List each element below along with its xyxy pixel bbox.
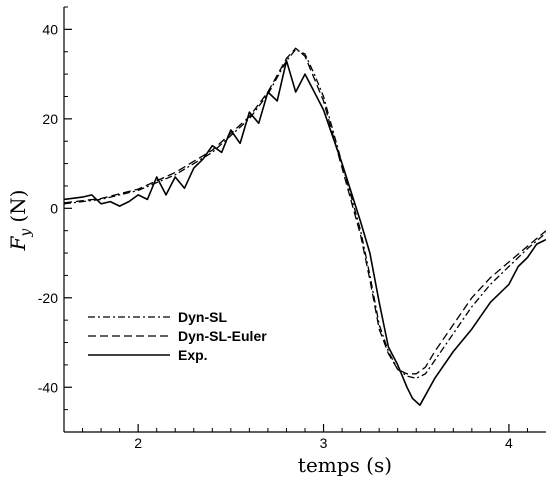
x-tick-label: 4 [505, 435, 513, 451]
series-line-dyn-sl-euler [63, 47, 546, 375]
y-tick-label: 20 [42, 111, 58, 127]
legend-label: Exp. [178, 347, 208, 363]
y-axis-title-sub: y [18, 228, 34, 238]
y-axis-title-unit: (N) [6, 190, 30, 223]
y-tick-label: 0 [50, 200, 58, 216]
y-axis-title-main: F [6, 235, 30, 251]
legend: Dyn-SL Dyn-SL-Euler Exp. [88, 309, 267, 363]
y-tick-label: -20 [38, 290, 58, 306]
legend-label: Dyn-SL [178, 309, 227, 325]
series-line-dyn-sl [63, 48, 546, 379]
y-axis-title: Fy (N) [6, 190, 34, 252]
x-tick-label: 2 [134, 435, 142, 451]
x-axis-title: temps (s) [298, 453, 392, 477]
y-tick-label: 40 [42, 21, 58, 37]
plot-layer [63, 47, 546, 406]
legend-label: Dyn-SL-Euler [178, 328, 267, 344]
axes-layer: -40 -20 0 20 40 2 3 4 [38, 6, 546, 451]
y-tick-label: -40 [38, 379, 58, 395]
series-line-exp [63, 59, 546, 406]
x-tick-label: 3 [320, 435, 328, 451]
